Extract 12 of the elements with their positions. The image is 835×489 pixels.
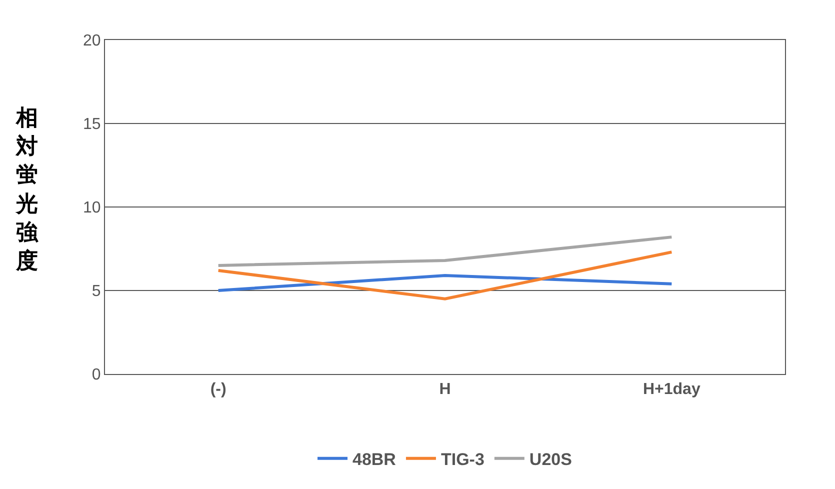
y-axis-title: 相対蛍光強度 (15, 106, 39, 274)
y-tick-label: 0 (92, 366, 101, 384)
x-tick-label: (-) (210, 381, 226, 398)
legend-label: 48BR (352, 450, 396, 469)
legend-label: U20S (529, 450, 572, 469)
legend-label: TIG-3 (440, 450, 484, 469)
y-tick-label: 5 (92, 283, 101, 300)
x-tick-label: H (439, 381, 451, 398)
y-tick-label: 15 (83, 116, 101, 134)
x-tick-label: H+1day (642, 381, 700, 398)
y-tick-label: 20 (83, 32, 101, 50)
y-tick-label: 10 (83, 200, 101, 217)
